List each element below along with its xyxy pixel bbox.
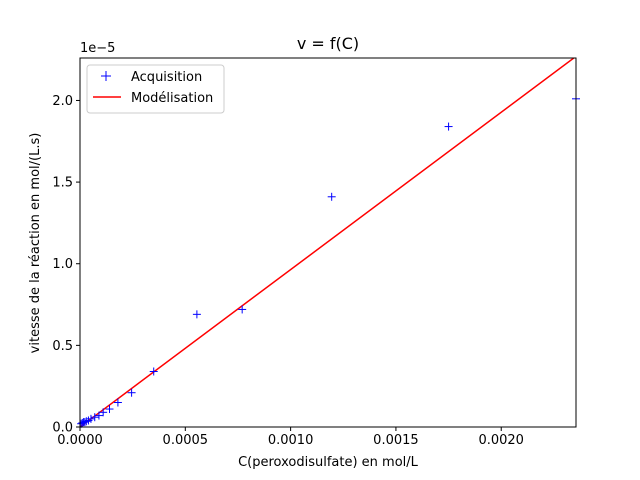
data-point-acquisition: [80, 418, 89, 427]
x-tick-label: 0.0005: [163, 433, 209, 448]
data-point-acquisition: [238, 305, 247, 314]
x-tick-label: 0.0000: [57, 433, 103, 448]
data-point-acquisition: [90, 413, 99, 422]
y-tick-label: 0.5: [52, 339, 73, 354]
legend: Acquisition Modélisation: [86, 64, 225, 114]
data-point-acquisition: [94, 411, 103, 420]
y-axis-label: vitesse de la réaction en mol/(L.s): [28, 133, 43, 354]
y-tick-label: 1.0: [52, 257, 73, 272]
chart-title: v = f(C): [297, 34, 359, 53]
data-point-acquisition: [149, 367, 158, 376]
data-point-acquisition: [82, 417, 91, 426]
x-tick-label: 0.0010: [268, 433, 314, 448]
y-tick-label: 0.0: [52, 421, 73, 436]
data-point-acquisition: [105, 405, 114, 414]
x-tick-label: 0.0015: [373, 433, 419, 448]
data-point-acquisition: [327, 192, 336, 201]
data-point-acquisition: [86, 414, 95, 423]
data-point-acquisition: [127, 388, 136, 397]
legend-label-modelisation: Modélisation: [131, 91, 213, 106]
legend-box: [86, 64, 225, 114]
axis-ticks: 0.0000 0.0005 0.0010 0.0015 0.0020 0.0 0.5 1.0 1…: [52, 94, 524, 448]
y-axis-offset-label: 1e−5: [80, 41, 115, 56]
series-line-modelisation: [80, 58, 576, 427]
plot-frame: [79, 57, 577, 428]
data-point-acquisition: [444, 122, 453, 131]
legend-marker-acquisition: [101, 71, 111, 81]
plot-area: [77, 58, 580, 428]
y-tick-label: 1.5: [52, 176, 73, 191]
x-tick-label: 0.0020: [478, 433, 524, 448]
x-axis-label: C(peroxodisulfate) en mol/L: [238, 455, 419, 470]
data-point-acquisition: [99, 408, 108, 417]
data-point-acquisition: [113, 398, 122, 407]
data-point-acquisition: [192, 310, 201, 319]
legend-label-acquisition: Acquisition: [131, 70, 202, 85]
y-tick-label: 2.0: [52, 94, 73, 109]
